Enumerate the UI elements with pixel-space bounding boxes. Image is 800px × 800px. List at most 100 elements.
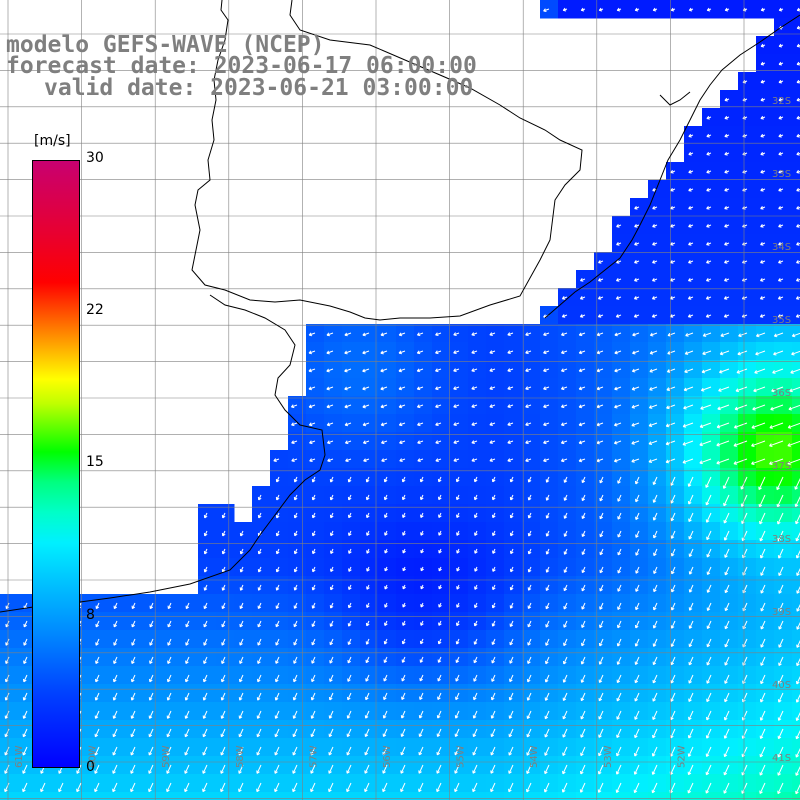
wind-arrow: [148, 710, 154, 719]
wind-arrow: [238, 782, 244, 793]
wind-arrow: [651, 296, 658, 300]
wind-arrow: [311, 566, 316, 573]
wind-cell: [684, 306, 703, 325]
wind-arrow: [795, 783, 800, 795]
wind-arrow: [596, 404, 604, 409]
wind-arrow: [648, 458, 658, 463]
wind-arrow: [491, 494, 496, 501]
wind-cell: [756, 54, 775, 73]
wind-arrow: [112, 728, 118, 738]
lat-label: 33S: [772, 169, 791, 180]
wind-arrow: [347, 638, 352, 645]
wind-cell: [414, 414, 433, 433]
wind-arrow: [347, 512, 352, 519]
wind-cell: [648, 360, 667, 379]
wind-arrow: [326, 332, 334, 337]
wind-arrow: [616, 223, 622, 228]
wind-arrow: [543, 386, 550, 391]
wind-arrow: [492, 548, 496, 554]
wind-arrow: [94, 764, 100, 774]
wind-arrow: [651, 746, 658, 757]
wind-arrow: [724, 602, 730, 612]
wind-arrow: [687, 782, 694, 794]
wind-arrow: [777, 278, 784, 282]
longitude-labels: 61W 60W 59W 58W 57W 56W 55W 54W 53W 52W: [14, 745, 687, 768]
wind-cell: [774, 288, 793, 307]
wind-cell: [558, 306, 577, 325]
wind-arrow: [795, 531, 800, 542]
wind-cell: [792, 522, 800, 541]
wind-arrow: [398, 368, 406, 373]
wind-arrow: [509, 602, 514, 609]
wind-arrow: [308, 386, 316, 391]
wind-cell: [756, 792, 775, 800]
wind-cell: [360, 432, 379, 451]
lat-label: 32S: [772, 96, 791, 107]
wind-cell: [684, 162, 703, 181]
wind-arrow: [473, 620, 478, 627]
wind-arrow: [684, 350, 694, 355]
wind-arrow: [526, 710, 532, 720]
wind-arrow: [489, 404, 496, 408]
wind-arrow: [292, 746, 298, 756]
wind-arrow: [771, 386, 784, 393]
wind-cell: [432, 396, 451, 415]
wind-arrow: [184, 728, 190, 738]
wind-arrow: [95, 602, 100, 610]
wind-cell: [324, 360, 343, 379]
wind-arrow: [491, 476, 496, 483]
wind-arrow: [759, 530, 766, 542]
wind-cell: [450, 450, 469, 469]
wind-arrow: [417, 422, 424, 427]
wind-arrow: [311, 512, 316, 519]
wind-arrow: [526, 746, 532, 756]
wind-cell: [432, 378, 451, 397]
wind-arrow: [649, 386, 658, 391]
wind-arrow: [456, 602, 460, 608]
wind-arrow: [543, 422, 550, 427]
wind-cell: [324, 378, 343, 397]
wind-arrow: [509, 674, 514, 683]
wind-cell: [756, 360, 775, 379]
wind-arrow: [760, 242, 766, 246]
wind-arrow: [220, 764, 226, 774]
wind-cell: [774, 414, 793, 433]
wind-cell: [792, 378, 800, 397]
wind-arrow: [525, 422, 532, 427]
wind-cell: [702, 126, 721, 145]
wind-arrow: [723, 278, 730, 282]
wind-arrow: [706, 205, 712, 210]
wind-arrow: [670, 584, 676, 593]
wind-arrow: [723, 314, 730, 318]
lon-label: 61W: [14, 745, 25, 768]
wind-arrow: [471, 404, 478, 408]
wind-cell: [522, 360, 541, 379]
wind-arrow: [311, 602, 316, 609]
wind-arrow: [581, 512, 586, 520]
wind-arrow: [58, 782, 64, 793]
wind-arrow: [597, 314, 604, 318]
wind-cell: [738, 414, 757, 433]
wind-arrow: [326, 386, 334, 391]
wind-arrow: [311, 476, 316, 483]
wind-arrow: [778, 260, 784, 264]
wind-cell: [756, 0, 775, 19]
wind-arrow: [562, 746, 568, 756]
wind-cell: [666, 324, 685, 343]
wind-cell: [666, 432, 685, 451]
wind-cell: [702, 792, 721, 800]
wind-arrow: [578, 332, 586, 337]
wind-arrow: [420, 584, 424, 590]
wind-cell: [666, 342, 685, 361]
wind-arrow: [631, 422, 640, 427]
wind-arrow: [419, 674, 424, 682]
wind-cell: [684, 378, 703, 397]
wind-arrow: [509, 584, 514, 591]
wind-arrow: [257, 584, 262, 591]
wind-arrow: [364, 746, 370, 756]
wind-arrow: [598, 260, 604, 264]
wind-cell: [648, 0, 667, 19]
wind-arrow: [670, 602, 676, 611]
wind-arrow: [310, 746, 316, 756]
